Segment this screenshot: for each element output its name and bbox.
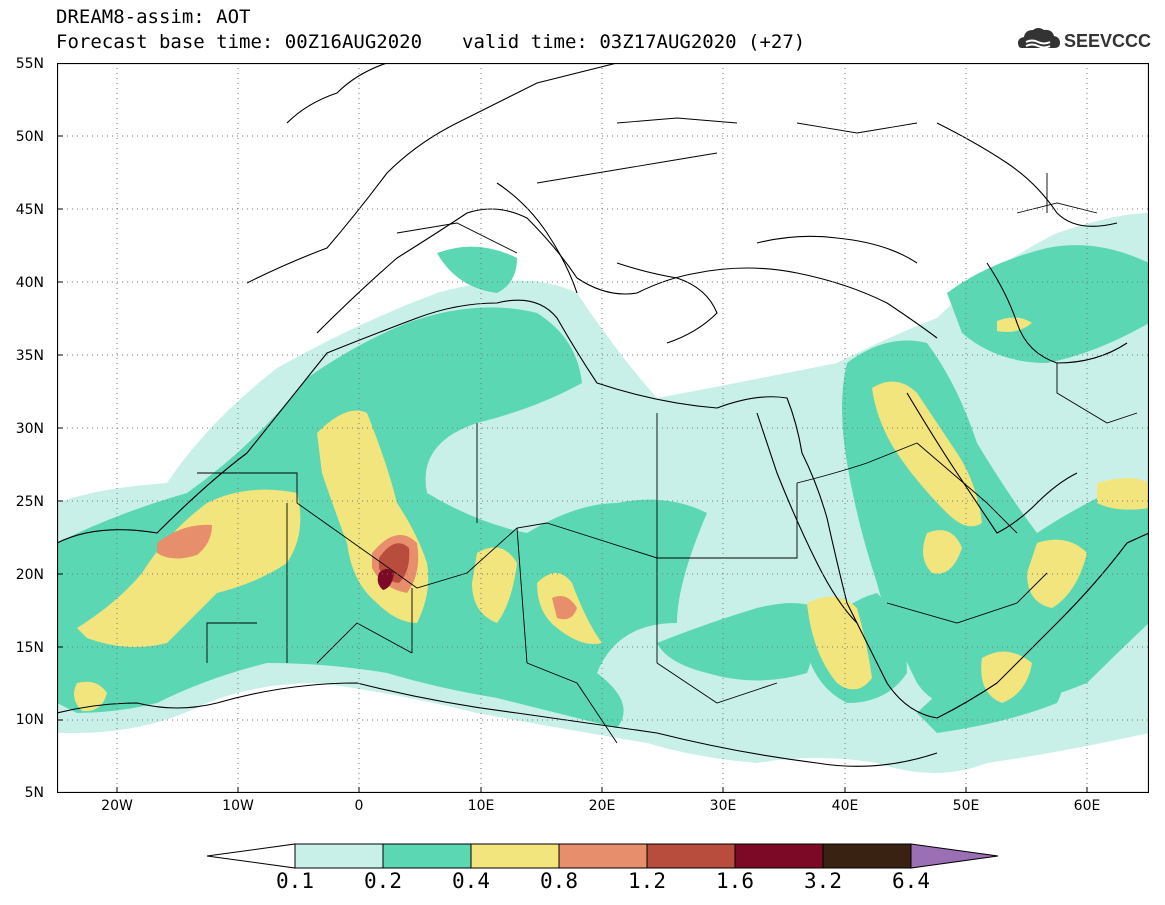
lat-label-30n: 30N <box>15 421 44 437</box>
lat-label-10n: 10N <box>15 712 44 728</box>
lon-label-20w: 20W <box>101 798 133 814</box>
lon-label-10e: 10E <box>467 798 495 814</box>
aot-band-1.6 <box>377 569 394 590</box>
colorbar-bin-4 <box>558 843 648 869</box>
logo-text: SEEVCCC <box>1064 31 1151 51</box>
lat-label-20n: 20N <box>15 567 44 583</box>
colorbar-bin-6 <box>734 843 824 869</box>
lon-label-40e: 40E <box>831 798 859 814</box>
lat-label-40n: 40N <box>15 275 44 291</box>
lon-label-10w: 10W <box>222 798 254 814</box>
country-borders <box>197 117 1138 744</box>
lat-label-45n: 45N <box>15 202 44 218</box>
lat-label-15n: 15N <box>15 640 44 656</box>
colorbar <box>206 843 999 869</box>
colorbar-bin-3 <box>470 843 560 869</box>
lon-label-0: 0 <box>354 798 364 814</box>
colorbar-bin-2 <box>382 843 472 869</box>
colorbar-label-6.4: 6.4 <box>892 869 930 893</box>
map-title: DREAM8-assim: AOT <box>56 6 251 28</box>
coastlines <box>57 63 1149 767</box>
lon-label-50e: 50E <box>952 798 980 814</box>
forecast-times: Forecast base time: 00Z16AUG2020 valid ti… <box>56 31 805 53</box>
colorbar-label-0.1: 0.1 <box>276 869 314 893</box>
colorbar-high-arrow <box>910 843 999 869</box>
colorbar-bin-1 <box>294 843 384 869</box>
lon-label-60e: 60E <box>1073 798 1101 814</box>
colorbar-label-1.6: 1.6 <box>716 869 754 893</box>
lat-label-5n: 5N <box>24 785 44 801</box>
grid-lines <box>57 63 1149 793</box>
colorbar-low-arrow <box>206 843 296 869</box>
colorbar-bin-7 <box>822 843 912 869</box>
base-time: Forecast base time: 00Z16AUG2020 <box>56 31 423 53</box>
lon-label-20e: 20E <box>588 798 616 814</box>
colorbar-bin-5 <box>646 843 736 869</box>
lat-label-50n: 50N <box>15 129 44 145</box>
colorbar-label-3.2: 3.2 <box>804 869 842 893</box>
lat-label-25n: 25N <box>15 494 44 510</box>
axis-ticks <box>57 135 1088 793</box>
colorbar-label-0.2: 0.2 <box>364 869 402 893</box>
lat-label-35n: 35N <box>15 348 44 364</box>
lon-label-30e: 30E <box>709 798 737 814</box>
lat-label-55n: 55N <box>15 56 44 72</box>
colorbar-label-1.2: 1.2 <box>628 869 666 893</box>
colorbar-label-0.4: 0.4 <box>452 869 490 893</box>
aot-map <box>57 63 1149 793</box>
valid-time: valid time: 03Z17AUG2020 (+27) <box>462 31 806 53</box>
seevccc-logo: SEEVCCC <box>1016 22 1156 58</box>
colorbar-label-0.8: 0.8 <box>540 869 578 893</box>
